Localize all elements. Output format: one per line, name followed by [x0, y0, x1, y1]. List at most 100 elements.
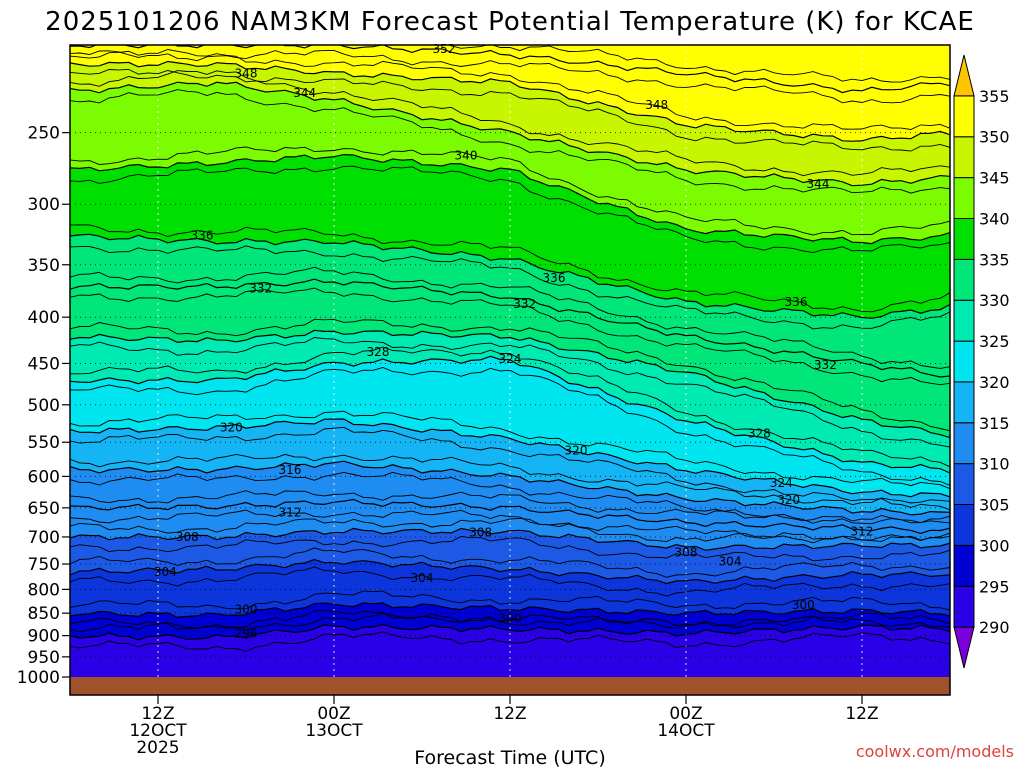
y-tick-label: 300	[28, 195, 60, 215]
colorbar-label: 340	[979, 209, 1010, 228]
colorbar-label: 355	[979, 87, 1010, 106]
colorbar-swatch	[953, 422, 975, 465]
isotherm-340	[70, 153, 950, 245]
colorbar-label: 310	[979, 455, 1010, 474]
isotherm-minor	[70, 266, 950, 369]
contour-label: 324	[770, 476, 793, 490]
contour-label: 320	[220, 421, 243, 435]
isotherm-minor	[70, 68, 950, 152]
temperature-bands	[70, 45, 950, 677]
isotherm-lines	[70, 45, 950, 652]
isotherm-348	[70, 60, 950, 142]
colorbar-swatch	[953, 177, 975, 219]
y-tick-label: 900	[28, 627, 60, 647]
y-axis: 250 300 350 400 450 500 550 600 650 700 750 800 850 9…	[17, 124, 70, 688]
colorbar-swatch	[953, 54, 975, 97]
colorbar-swatch	[953, 585, 975, 628]
x-tick-label: 12Z	[845, 704, 878, 724]
isotherm-minor	[448, 45, 950, 83]
contour-label: 300	[499, 612, 522, 626]
isotherm-minor	[70, 49, 950, 130]
isotherm-312	[70, 498, 950, 535]
isotherm-minor	[70, 165, 950, 254]
y-tick-label: 350	[28, 256, 60, 276]
isotherm-308	[70, 527, 950, 551]
contour-label: 304	[154, 565, 177, 579]
x-tick-label: 13OCT	[305, 721, 363, 741]
y-tick-label: 850	[28, 604, 60, 624]
isotherm-minor	[70, 89, 950, 194]
isotherm-316	[70, 460, 950, 516]
colorbar-swatch	[953, 258, 975, 301]
credit-link[interactable]: coolwx.com/models	[856, 742, 1014, 761]
isotherm-304	[70, 558, 950, 585]
isotherm-minor	[70, 612, 950, 633]
colorbar-label: 335	[979, 250, 1010, 269]
isotherm-minor	[70, 346, 950, 468]
y-tick-label: 450	[28, 354, 60, 374]
ground-surface	[70, 677, 950, 695]
contour-label: 328	[748, 427, 771, 441]
chart-title: 2025101206 NAM3KM Forecast Potential Tem…	[45, 7, 975, 37]
isotherm-324	[70, 355, 950, 474]
isotherm-minor	[70, 318, 950, 432]
isotherm-minor	[70, 509, 950, 544]
colorbar-swatch	[953, 340, 975, 383]
x-tick-label: 12OCT	[129, 721, 187, 741]
contour-label: 308	[176, 530, 199, 544]
y-tick-label: 700	[28, 528, 60, 548]
colorbar-swatch	[953, 626, 975, 669]
isotherm-minor	[70, 590, 950, 611]
isotherm-minor	[70, 367, 950, 486]
isotherm-320	[70, 418, 950, 498]
colorbar-label: 320	[979, 373, 1010, 392]
colorbar-swatch	[953, 95, 975, 138]
colorbar-label: 350	[979, 128, 1010, 147]
isotherm-344	[70, 81, 950, 187]
y-tick-label: 650	[28, 499, 60, 519]
colorbar-swatch	[953, 544, 975, 587]
isotherm-minor	[70, 490, 950, 525]
isotherm-minor	[70, 224, 950, 313]
contour-label: 312	[279, 506, 302, 520]
isotherm-minor	[70, 245, 950, 330]
colorbar-swatch	[953, 136, 975, 179]
isotherm-minor	[70, 609, 950, 630]
isotherm-minor	[70, 49, 950, 104]
colorbar-swatch	[953, 504, 975, 546]
contour-label: 304	[719, 554, 742, 568]
contour-label: 332	[249, 282, 272, 296]
colorbar-swatch	[953, 299, 975, 342]
isotherm-minor	[70, 566, 950, 597]
colorbar-label: 300	[979, 536, 1010, 555]
y-tick-label: 250	[28, 124, 60, 144]
contour-label: 332	[814, 358, 837, 372]
colorbar-swatch	[953, 463, 975, 506]
contour-labels: 352 348 344 348 340 344 336 336 336 332 332 328 324 3…	[154, 42, 874, 641]
isotherm-minor	[70, 547, 950, 578]
colorbar: 290 295 300 305 310 315 320 325 330 335 340 345 350 3…	[953, 54, 1010, 669]
isotherm-minor	[70, 631, 950, 652]
colorbar-label: 290	[979, 618, 1010, 637]
colorbar-label: 345	[979, 169, 1010, 188]
isotherm-300	[70, 602, 950, 619]
isotherm-minor	[70, 146, 950, 236]
x-tick-label: 14OCT	[657, 721, 715, 741]
y-tick-label: 500	[28, 396, 60, 416]
isotherm-minor	[70, 426, 950, 511]
contour-label: 340	[455, 149, 478, 163]
colorbar-label: 305	[979, 496, 1010, 515]
x-axis-label: Forecast Time (UTC)	[414, 747, 605, 768]
x-tick-label: 00Z	[669, 704, 702, 724]
contour-label: 308	[469, 525, 492, 539]
contour-label: 300	[792, 598, 815, 612]
contour-label: 344	[293, 86, 316, 100]
x-tick-label: 00Z	[317, 704, 350, 724]
isotherm-296	[70, 623, 950, 641]
y-tick-label: 950	[28, 648, 60, 668]
isotherm-minor	[70, 337, 950, 448]
x-tick-label: 12Z	[493, 704, 526, 724]
isotherm-minor	[70, 453, 950, 506]
